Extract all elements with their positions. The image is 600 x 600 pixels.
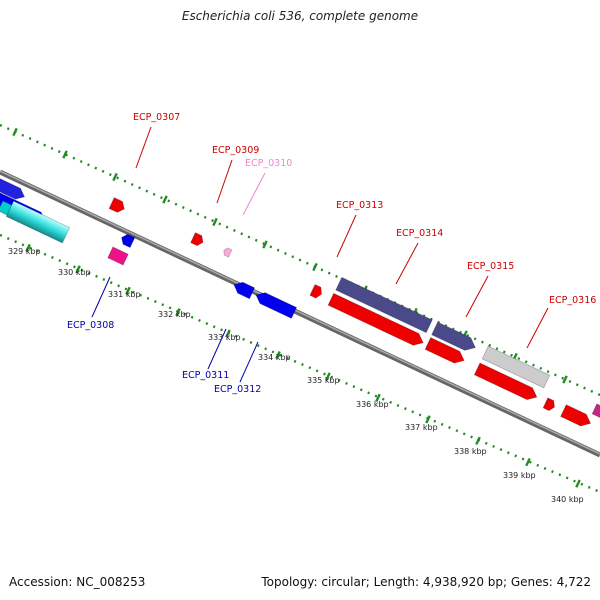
tick-label: 335 kbp	[307, 376, 340, 385]
tick-label: 332 kbp	[158, 310, 191, 319]
tick-label: 340 kbp	[551, 495, 584, 504]
gene-label-ecp0307[interactable]: ECP_0307	[133, 112, 180, 123]
major-tick	[162, 195, 168, 204]
gene-arrow[interactable]	[473, 362, 539, 403]
accession-text: Accession: NC_008253	[9, 575, 146, 589]
major-tick	[312, 262, 318, 272]
major-tick	[575, 479, 581, 488]
major-tick	[125, 286, 131, 295]
major-tick	[562, 375, 568, 384]
major-tick	[325, 372, 331, 381]
gene-label-ecp0311[interactable]: ECP_0311	[182, 370, 229, 381]
leader-ecp0309	[216, 159, 233, 204]
tick-label: 334 kbp	[258, 353, 291, 362]
major-tick	[75, 265, 81, 274]
tick-label: 333 kbp	[208, 333, 241, 342]
gene-arrow[interactable]	[231, 279, 256, 300]
gene-label-ecp0310[interactable]: ECP_0310	[245, 158, 292, 169]
major-tick	[212, 217, 218, 227]
major-tick	[12, 127, 18, 137]
major-tick	[425, 415, 431, 424]
leader-ecp0308	[91, 276, 111, 318]
leader-ecp0316	[526, 307, 549, 349]
gene-arrow[interactable]	[424, 337, 467, 367]
gene-arrow[interactable]	[327, 292, 426, 348]
gene-features	[0, 177, 600, 430]
map-title: Escherichia coli 536, complete genome	[181, 9, 419, 23]
gene-arrow[interactable]	[0, 177, 27, 203]
gene-label-ecp0312[interactable]: ECP_0312	[214, 384, 261, 395]
major-tick	[275, 350, 281, 360]
gene-label-ecp0309[interactable]: ECP_0309	[212, 145, 259, 156]
leader-ecp0311	[207, 328, 227, 370]
gene-arrow[interactable]	[560, 404, 594, 430]
genome-summary-text: Topology: circular; Length: 4,938,920 bp…	[261, 575, 591, 589]
major-tick	[25, 243, 31, 253]
gene-labels: ECP_0307 ECP_0309 ECP_0310 ECP_0313 ECP_…	[67, 112, 596, 395]
label-leaders	[91, 126, 549, 383]
leader-ecp0310	[242, 172, 266, 216]
major-tick	[62, 150, 68, 159]
gene-label-ecp0315[interactable]: ECP_0315	[467, 261, 514, 272]
gene-arrow[interactable]	[119, 232, 136, 249]
tick-label: 337 kbp	[405, 423, 438, 432]
tick-label: 339 kbp	[503, 471, 536, 480]
gene-arrow[interactable]	[253, 290, 298, 319]
leader-ecp0307	[135, 126, 152, 169]
genome-backbone	[0, 169, 600, 458]
major-tick	[375, 393, 381, 403]
gene-label-ecp0308[interactable]: ECP_0308	[67, 320, 114, 331]
tick-label: 330 kbp	[58, 268, 91, 277]
major-tick	[525, 458, 531, 467]
tick-label: 336 kbp	[356, 400, 389, 409]
gene-arrow[interactable]	[335, 276, 433, 334]
gene-label-ecp0313[interactable]: ECP_0313	[336, 200, 383, 211]
gene-arrow[interactable]	[431, 321, 479, 354]
major-ticks	[12, 127, 581, 488]
gene-arrow[interactable]	[542, 397, 557, 412]
gene-arrow[interactable]	[108, 197, 127, 215]
gene-arrow[interactable]	[222, 247, 233, 258]
leader-ecp0312	[239, 341, 259, 383]
gene-arrow[interactable]	[591, 403, 600, 419]
major-tick	[225, 329, 231, 338]
kbp-tick-labels: 329 kbp 330 kbp 331 kbp 332 kbp 333 kbp …	[8, 247, 584, 504]
leader-ecp0315	[465, 275, 489, 318]
gene-label-ecp0314[interactable]: ECP_0314	[396, 228, 443, 239]
gene-arrow[interactable]	[5, 200, 71, 244]
gene-label-ecp0316[interactable]: ECP_0316	[549, 295, 596, 306]
major-tick	[175, 308, 181, 317]
tick-label: 338 kbp	[454, 447, 487, 456]
major-tick	[112, 172, 118, 182]
major-tick	[262, 240, 268, 249]
major-tick	[475, 436, 481, 445]
genome-backbone-highlight	[0, 170, 600, 455]
outer-grid-track	[0, 123, 600, 397]
leader-ecp0313	[336, 214, 357, 258]
gene-arrow[interactable]	[309, 283, 324, 299]
gene-arrow[interactable]	[107, 246, 129, 266]
tick-label: 331 kbp	[108, 290, 141, 299]
gene-arrow[interactable]	[190, 232, 206, 248]
leader-ecp0314	[395, 242, 419, 285]
gene-arrow[interactable]	[481, 345, 551, 389]
tick-label: 329 kbp	[8, 247, 41, 256]
